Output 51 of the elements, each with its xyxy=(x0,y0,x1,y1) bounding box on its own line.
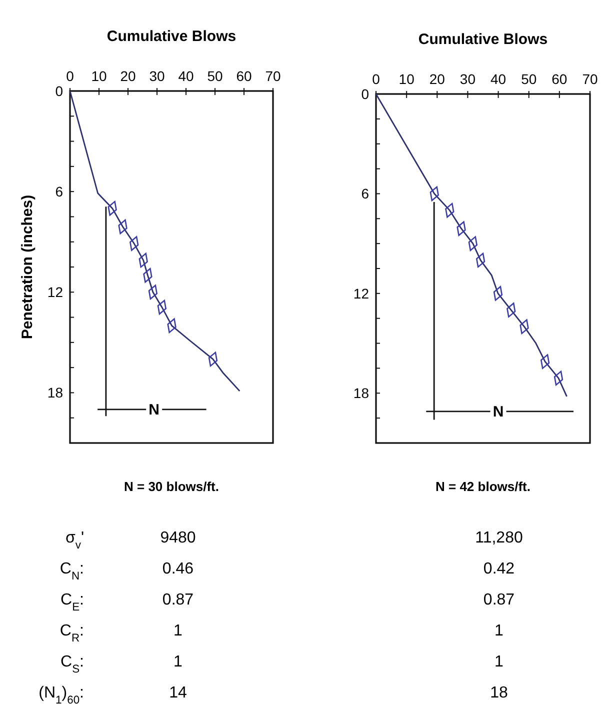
x-tick-label: 60 xyxy=(552,71,568,87)
x-tick-label: 20 xyxy=(120,68,136,84)
y-tick-label: 6 xyxy=(361,186,370,202)
x-tick-label: 0 xyxy=(66,68,74,84)
text: 0.42 xyxy=(483,560,515,578)
x-tick-label: 70 xyxy=(582,71,598,87)
category-label: σ$_{v}$' xyxy=(65,530,84,552)
text: N = 42 blows/ft. xyxy=(436,479,530,494)
y-tick-label: 18 xyxy=(47,384,64,401)
category-label: C$_{S}$: xyxy=(60,654,84,676)
x-tick-label: 50 xyxy=(521,71,537,87)
y-tick-label: 12 xyxy=(353,285,370,302)
y-tick-label: 6 xyxy=(55,183,64,200)
y-tick-label: 12 xyxy=(47,284,64,300)
x-tick-label: 10 xyxy=(398,71,415,87)
text: 1 xyxy=(494,622,504,640)
x-tick-label: 40 xyxy=(178,68,194,84)
x-tick-label: 70 xyxy=(265,68,281,84)
text: 1 xyxy=(174,622,182,640)
x-tick-label: 0 xyxy=(372,71,380,87)
text: 1 xyxy=(174,654,182,671)
text: N = 30 blows/ft. xyxy=(124,479,219,494)
annotation: N xyxy=(148,402,160,419)
x-axis-title: Cumulative Blows xyxy=(418,31,548,48)
x-tick-label: 20 xyxy=(429,71,446,87)
text: 0.87 xyxy=(162,592,194,609)
text: 0.87 xyxy=(483,592,515,609)
x-tick-label: 30 xyxy=(460,71,476,87)
y-axis-title: Penetration (inches) xyxy=(19,194,36,340)
x-tick-label: 10 xyxy=(91,68,107,84)
y-tick-label: 0 xyxy=(361,86,370,102)
x-axis-title: Cumulative Blows xyxy=(106,28,236,45)
category-label: C$_{R}$: xyxy=(60,622,84,645)
text: 14 xyxy=(169,684,187,702)
x-tick-label: 30 xyxy=(149,68,165,84)
text: 0.46 xyxy=(162,560,194,578)
line-series xyxy=(69,90,240,392)
category-label: (N$_{1}$)$_{60}$: xyxy=(38,684,84,704)
y-tick-label: 18 xyxy=(353,385,370,402)
annotation: N xyxy=(492,404,504,421)
x-tick-label: 50 xyxy=(207,68,223,84)
category-label: C$_{E}$: xyxy=(60,592,84,614)
text: 11,280 xyxy=(475,530,523,547)
category-label: C$_{N}$: xyxy=(60,560,84,583)
text: 1 xyxy=(494,654,504,671)
y-tick-label: 0 xyxy=(55,82,64,99)
line-series xyxy=(375,93,568,398)
x-tick-label: 60 xyxy=(236,68,252,84)
text: 18 xyxy=(490,684,508,702)
x-tick-label: 40 xyxy=(490,71,506,87)
text: 9480 xyxy=(160,530,196,547)
